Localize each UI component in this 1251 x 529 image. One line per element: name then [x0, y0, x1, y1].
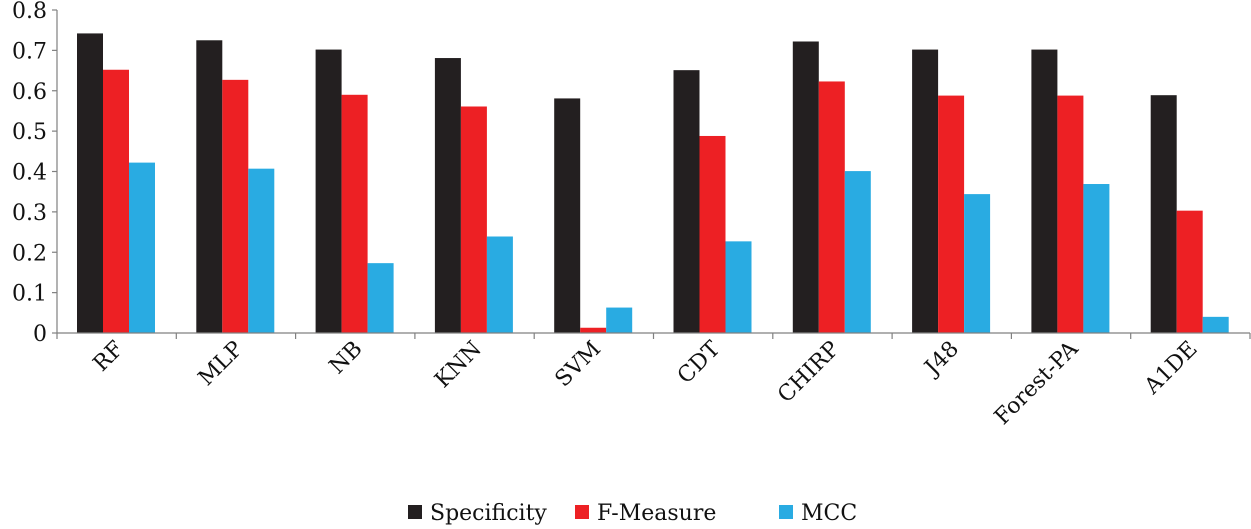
bar-mcc-a1de — [1202, 316, 1229, 333]
bar-specificity-cdt — [673, 70, 700, 333]
legend-label: F-Measure — [597, 501, 716, 526]
bar-specificity-nb — [315, 49, 342, 333]
x-tick-label: MLP — [194, 336, 249, 391]
legend-label: MCC — [801, 501, 857, 526]
x-tick-label: CDT — [673, 336, 726, 389]
y-tick-label: 0.2 — [12, 241, 47, 266]
y-tick-label: 0.8 — [12, 0, 47, 24]
y-tick-label: 0.4 — [12, 161, 47, 186]
x-tick-label: KNN — [430, 337, 487, 394]
legend-label: Specificity — [430, 501, 547, 526]
y-tick-label: 0 — [33, 322, 47, 347]
y-tick-label: 0.5 — [12, 120, 47, 145]
y-tick-label: 0.7 — [12, 39, 47, 64]
bar-f-measure-forest-pa — [1057, 95, 1084, 333]
bar-specificity-forest-pa — [1031, 49, 1058, 333]
bar-specificity-a1de — [1150, 95, 1177, 333]
bar-f-measure-a1de — [1176, 210, 1203, 333]
bar-mcc-forest-pa — [1083, 184, 1110, 333]
bar-specificity-knn — [434, 58, 461, 333]
bar-specificity-svm — [554, 98, 581, 333]
bar-f-measure-chirp — [818, 81, 845, 334]
bars — [77, 33, 1229, 334]
bar-f-measure-nb — [341, 94, 368, 333]
x-axis-labels: RF MLP NB KNN SVM CDT CHIRP J48 Forest-PA A1DE — [89, 336, 1203, 430]
bar-mcc-knn — [486, 236, 513, 333]
bar-f-measure-knn — [460, 106, 487, 333]
bar-f-measure-cdt — [699, 135, 726, 333]
bar-mcc-j48 — [964, 194, 991, 333]
legend-swatch — [408, 505, 422, 519]
x-tick-label: Forest-PA — [990, 336, 1084, 430]
x-tick-label: J48 — [919, 337, 964, 382]
x-tick-label: A1DE — [1139, 337, 1202, 400]
bar-specificity-rf — [77, 33, 103, 333]
x-tick-label: NB — [325, 337, 368, 380]
axes — [56, 10, 1251, 339]
bar-mcc-svm — [606, 307, 633, 333]
x-tick-label: SVM — [551, 337, 607, 393]
y-tick-label: 0.3 — [12, 201, 47, 226]
legend-swatch — [779, 505, 793, 519]
bar-specificity-mlp — [196, 40, 223, 333]
bar-mcc-rf — [129, 162, 155, 333]
legend-swatch — [575, 505, 589, 519]
bar-mcc-cdt — [725, 241, 752, 333]
x-tick-label: RF — [89, 337, 129, 377]
y-tick-label: 0.1 — [12, 282, 47, 307]
bar-mcc-chirp — [844, 171, 871, 333]
legend: Specificity F-Measure MCC — [408, 501, 857, 526]
bar-f-measure-rf — [103, 69, 129, 333]
bar-f-measure-svm — [580, 327, 607, 333]
bar-mcc-nb — [367, 263, 394, 333]
y-tick-label: 0.6 — [12, 80, 47, 105]
x-tick-label: CHIRP — [773, 336, 845, 408]
bar-specificity-chirp — [792, 41, 819, 334]
y-axis-ticks: 0 0.1 0.2 0.3 0.4 0.5 0.6 0.7 0.8 — [12, 0, 57, 347]
bar-f-measure-mlp — [222, 79, 249, 333]
bar-specificity-j48 — [912, 49, 939, 333]
bar-f-measure-j48 — [938, 95, 965, 333]
bar-mcc-mlp — [248, 168, 275, 333]
